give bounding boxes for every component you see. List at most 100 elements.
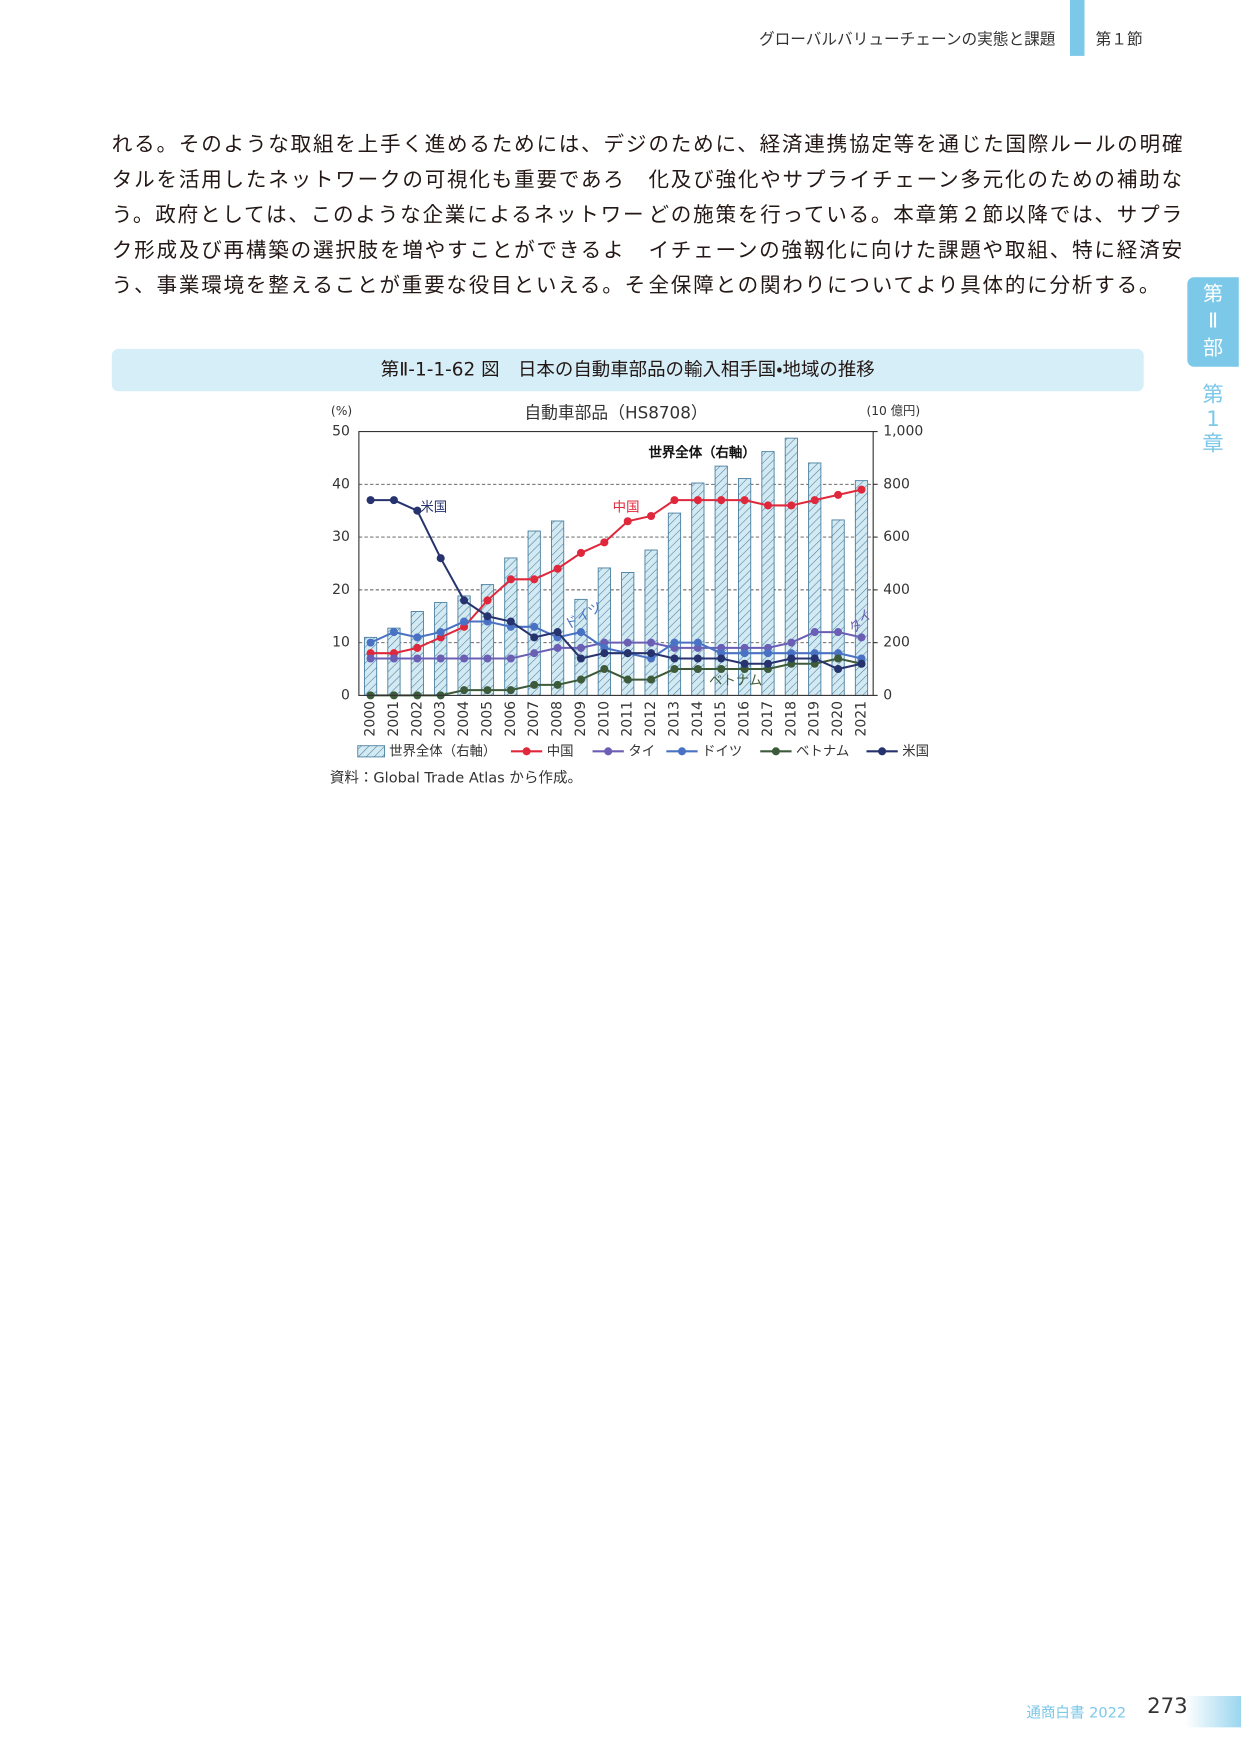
point [366,638,375,647]
point [647,511,656,521]
point [857,659,866,668]
point [834,628,843,637]
point [693,638,702,647]
point [787,654,796,663]
point [623,638,632,647]
point [740,649,749,658]
point [623,517,632,526]
body-line: イチェーンの強靱化に向けた課題や取組、特に経済安 [648,238,1184,263]
chapter-char: 章 [1202,431,1224,457]
point [600,649,609,658]
text-column: のために、経済連携協定等を通じた国際ルールの明確 化及び強化やサプライチェーン多元… [648,127,1184,303]
part-char: 第 [1202,282,1224,307]
point [647,638,656,647]
bar [644,549,658,696]
footer-book: 通商白書 2022 [1026,1704,1127,1722]
point [506,686,515,695]
header-title: グローバルバリューチェーンの実態と課題 [758,31,1056,50]
point [413,654,422,663]
x-tick-label: 2012 [643,701,659,737]
point [810,496,819,505]
point [787,501,796,510]
x-tick-label: 2017 [760,701,776,737]
bar [691,482,705,696]
point [670,664,679,674]
y-tick-label: 0 [341,687,350,703]
y2-axis-unit: (10 億円) [866,404,920,418]
line [370,488,862,655]
x-tick-label: 2020 [830,701,846,737]
y-axis-unit: (%) [331,404,352,418]
point [530,622,539,631]
point [576,643,585,652]
body-line: う。政府としては、このような企業によるネットワー [111,203,646,227]
point [740,659,749,668]
point [483,686,492,695]
legend-label: タイ [628,743,655,759]
header-section: 第１節 [1095,31,1143,50]
point [483,596,492,605]
legend-label: 米国 [902,743,929,759]
y-tick-label: 30 [332,529,350,545]
point [763,501,773,510]
y-tick-label: 40 [332,476,350,492]
bar [457,595,471,696]
bar [761,451,775,696]
point [530,575,539,584]
y2-tick-label: 1,000 [883,424,923,440]
x-tick-label: 2021 [853,701,869,737]
legend-dot [771,747,780,756]
y2-tick-label: 800 [883,476,910,492]
point [436,628,445,637]
x-tick-label: 2003 [433,701,449,737]
y-tick-label: 20 [332,582,350,598]
point [834,664,843,674]
part-char: Ⅱ [1208,309,1218,334]
point [576,548,585,557]
x-tick-label: 2007 [526,701,542,737]
line [370,499,862,671]
point [740,496,749,505]
bar [434,602,448,696]
point [460,654,469,663]
point [717,496,726,505]
point [834,490,843,499]
x-tick-label: 2011 [620,701,636,737]
legend-label: 中国 [547,743,574,759]
point [553,643,562,652]
point [460,596,469,605]
point [413,633,422,642]
annotation: 中国 [613,500,640,516]
x-tick-label: 2008 [550,701,566,737]
point [857,633,866,642]
footer-bar [1185,1696,1241,1728]
point [389,628,398,637]
point [787,638,796,647]
legend-swatch [357,745,386,758]
line [370,620,862,660]
point [436,654,445,663]
point [506,575,515,584]
chart: 自動車部品（HS8708） (%) (10 億円) 0 10 20 30 40 50 0 200 40… [331,403,929,760]
point [857,485,866,494]
x-tick-label: 2015 [713,701,729,737]
point [506,617,515,626]
page-number: 273 [1147,1693,1188,1719]
body-line: 化及び強化やサプライチェーン多元化のための補助な [648,168,1184,192]
point [506,654,515,663]
x-tick-label: 2001 [386,701,402,737]
point [413,643,422,652]
y-tick-label: 50 [332,424,350,440]
legend-dot [604,747,613,756]
y2-tick-label: 600 [883,529,910,545]
point [483,654,492,663]
legend-label: ドイツ [702,744,742,759]
point [530,680,539,689]
y2-tick-label: 200 [883,635,910,651]
point [670,654,679,663]
body-line: 全保障との関わりについてより具体的に分析する。 [648,273,1162,298]
annotation: 米国 [420,500,447,516]
bar [597,567,611,696]
point [670,638,679,647]
